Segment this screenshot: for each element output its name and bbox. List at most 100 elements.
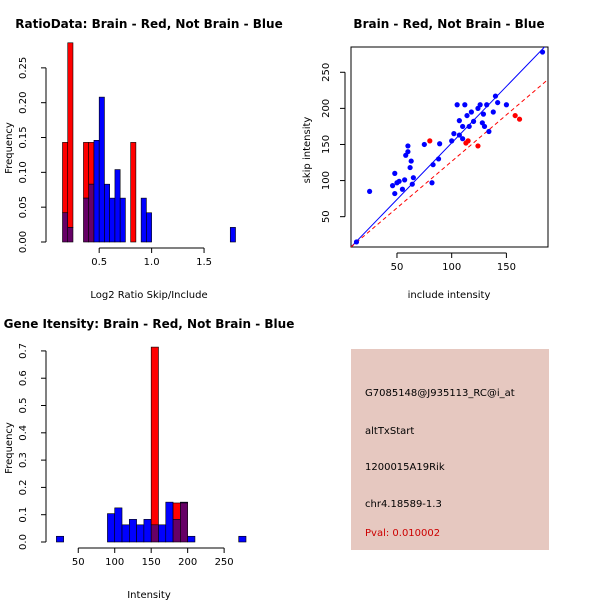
gene-histogram-bar	[121, 524, 130, 543]
not-brain-point	[477, 102, 483, 108]
not-brain-point	[456, 132, 462, 138]
gene-histogram-x-tick-label: 100	[105, 557, 124, 568]
not-brain-point	[490, 109, 496, 115]
gene-histogram-y-tick-label: 0.6	[18, 370, 29, 386]
scatter-y-tick-label: 150	[321, 135, 332, 154]
not-brain-point	[429, 180, 435, 186]
gene-histogram-bar	[143, 519, 152, 543]
not-brain-point	[460, 136, 466, 142]
scatter-y-tick-label: 100	[321, 171, 332, 190]
ratio-histogram-bar	[104, 183, 110, 243]
brain-point	[475, 143, 481, 149]
not-brain-point	[421, 141, 427, 148]
ratio-histogram-bar	[88, 142, 95, 185]
not-brain-point	[399, 186, 406, 192]
brain-point	[516, 116, 523, 122]
gene-histogram-y-tick-label: 0.1	[18, 507, 29, 523]
not-brain-point	[468, 109, 474, 115]
gene-histogram-y-tick-label: 0.3	[18, 452, 29, 468]
not-brain-point	[410, 175, 416, 181]
not-brain-point	[481, 123, 488, 130]
gene-histogram-overlap-bar	[150, 524, 159, 543]
not-brain-point	[486, 128, 492, 135]
scatter-x-tick-label: 100	[442, 262, 461, 273]
not-brain-point	[402, 177, 408, 183]
ratio-histogram-xlabel: Log2 Ratio Skip/Include	[90, 290, 207, 301]
not-brain-point	[480, 111, 487, 117]
ratio-histogram-bar	[140, 197, 147, 243]
scatter-x-tick-label: 50	[391, 262, 404, 273]
ratio-histogram-y-tick-label: 0.20	[18, 92, 29, 114]
gene-histogram-y-tick-label: 0.0	[18, 534, 29, 550]
gene-histogram-bar	[158, 524, 167, 543]
gene-histogram-xlabel: Intensity	[127, 590, 171, 600]
gene-histogram-y-tick-label: 0.4	[18, 425, 29, 441]
not-brain-point	[435, 156, 442, 162]
info-panel: G7085148@J935113_RC@i_at altTxStart 1200…	[351, 349, 549, 550]
location-text: chr4.18589-1.3	[365, 499, 442, 510]
gene-histogram-bar	[56, 535, 64, 543]
not-brain-point	[353, 239, 360, 245]
scatter-y-tick-label: 200	[321, 99, 332, 118]
ratio-histogram-overlap-bar	[67, 227, 74, 243]
scatter-plot-box	[350, 46, 549, 248]
ratio-histogram-bar	[67, 42, 74, 228]
ratio-histogram-bar	[62, 142, 69, 214]
not-brain-point	[396, 178, 402, 184]
not-brain-fit-line	[351, 47, 546, 247]
gene-histogram-x-tick-label: 250	[215, 557, 234, 568]
gene-histogram-x-tick-label: 150	[142, 557, 161, 568]
gene-name-text: 1200015A19Rik	[365, 462, 445, 473]
scatter-x-tick-label: 150	[497, 262, 516, 273]
ratio-histogram-bar	[93, 140, 100, 243]
info-panel-background	[351, 349, 549, 550]
not-brain-point	[451, 131, 457, 137]
gene-histogram-bar	[238, 535, 247, 543]
gene-histogram-bar	[150, 346, 159, 526]
scatter-y-tick-label: 250	[321, 63, 332, 82]
ratio-histogram-bar	[98, 96, 105, 243]
brain-point	[465, 138, 471, 144]
not-brain-point	[539, 49, 546, 55]
gene-histogram-y-tick-label: 0.7	[18, 343, 29, 359]
gene-histogram-bar	[107, 513, 116, 543]
not-brain-point	[464, 112, 470, 119]
ratio-histogram-bar	[229, 227, 236, 243]
not-brain-point	[484, 102, 490, 108]
not-brain-point	[392, 190, 398, 197]
ratio-histogram-y-tick-label: 0.15	[18, 126, 29, 148]
not-brain-point	[466, 123, 472, 130]
event-type-text: altTxStart	[365, 426, 414, 437]
scatter-y-tick-label: 50	[321, 210, 332, 223]
ratio-histogram-bar	[146, 212, 152, 243]
ratio-histogram-x-tick-label: 1.5	[196, 257, 212, 268]
not-brain-point	[437, 141, 443, 147]
gene-histogram-y-tick-label: 0.5	[18, 398, 29, 414]
scatter-xlabel: include intensity	[408, 290, 491, 301]
not-brain-point	[409, 181, 415, 187]
not-brain-point	[449, 138, 455, 144]
not-brain-point	[492, 93, 499, 99]
ratio-histogram-overlap-bar	[88, 183, 95, 243]
gene-histogram-bar	[129, 519, 137, 543]
not-brain-point	[367, 188, 373, 195]
not-brain-point	[470, 118, 477, 124]
gene-histogram-x-tick-label: 200	[178, 557, 197, 568]
gene-histogram-overlap-bar	[172, 519, 181, 543]
gene-histogram-bar	[172, 502, 181, 520]
ratio-histogram-y-tick-label: 0.05	[18, 196, 29, 218]
not-brain-point	[454, 102, 460, 108]
gene-histogram-y-tick-label: 0.2	[18, 479, 29, 495]
probe-id-text: G7085148@J935113_RC@i_at	[365, 388, 515, 399]
not-brain-point	[408, 158, 414, 164]
ratio-histogram-y-tick-label: 0.25	[18, 57, 29, 79]
gene-intensity-histogram: Gene Itensity: Brain - Red, Not Brain - …	[4, 317, 295, 600]
ratio-histogram-bar	[109, 197, 116, 243]
ratio-histogram-x-tick-label: 0.5	[91, 257, 107, 268]
ratio-histogram-bar	[83, 142, 90, 199]
ratio-histogram-bar	[130, 142, 137, 243]
not-brain-point	[495, 99, 501, 106]
not-brain-point	[389, 183, 396, 189]
